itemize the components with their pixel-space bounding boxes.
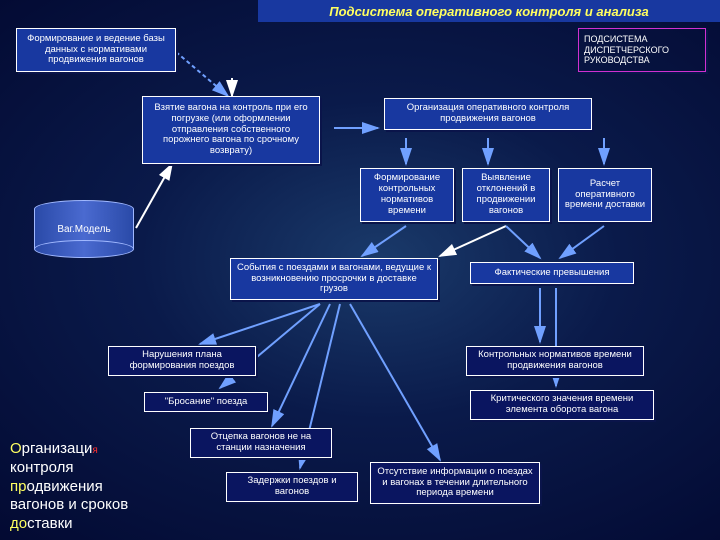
node-dispatch-subsystem: ПОДСИСТЕМА ДИСПЕТЧЕРСКОГО РУКОВОДСТВА [578, 28, 706, 72]
node-form-norms: Формирование контрольных нормативов врем… [360, 168, 454, 222]
node-detect-dev: Выявление отклонений в продвижении вагон… [462, 168, 550, 222]
node-actual-exceed: Фактические превышения [470, 262, 634, 284]
node-calc-time: Расчет оперативного времени доставки [558, 168, 652, 222]
node-critical-time: Критического значения времени элемента о… [470, 390, 654, 420]
title-text: Подсистема оперативного контроля и анали… [329, 4, 649, 19]
title-bar: Подсистема оперативного контроля и анали… [258, 0, 720, 22]
node-control-norms: Контрольных нормативов времени продвижен… [466, 346, 644, 376]
cylinder-model: Ваг.Модель [34, 200, 134, 258]
node-drop-train: "Бросание" поезда [144, 392, 268, 412]
node-plan-violation: Нарушения плана формирования поездов [108, 346, 256, 376]
node-take-wagon: Взятие вагона на контроль при его погруз… [142, 96, 320, 164]
node-events: События с поездами и вагонами, ведущие к… [230, 258, 438, 300]
node-delays: Задержки поездов и вагонов [226, 472, 358, 502]
node-db-norms: Формирование и ведение базы данных с нор… [16, 28, 176, 72]
node-uncouple: Отцепка вагонов не на станции назначения [190, 428, 332, 458]
cylinder-label: Ваг.Модель [57, 224, 110, 235]
bottom-heading: Организация контроля продвижения вагонов… [10, 440, 128, 534]
node-org-control: Организация оперативного контроля продви… [384, 98, 592, 130]
node-no-info: Отсутствие информации о поездах и вагона… [370, 462, 540, 504]
